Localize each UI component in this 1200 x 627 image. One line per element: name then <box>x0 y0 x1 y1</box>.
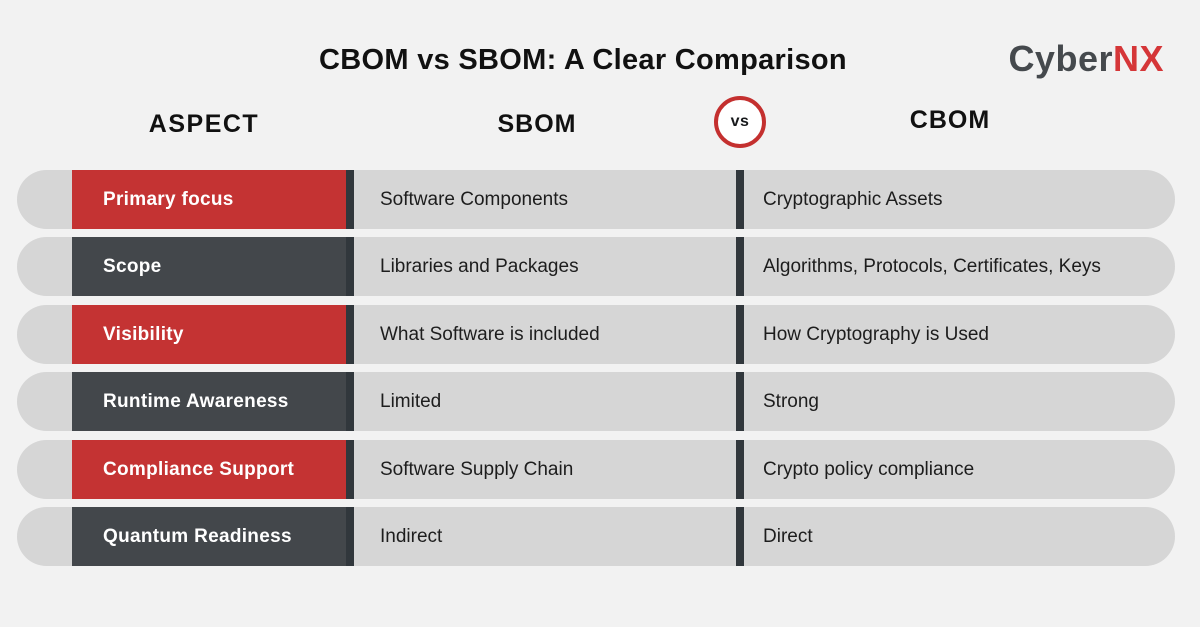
column-divider <box>346 305 354 364</box>
sbom-cell: Indirect <box>380 525 443 547</box>
table-row: Compliance Support Software Supply Chain C… <box>17 440 1175 499</box>
column-divider <box>736 237 744 296</box>
cbom-cell: Strong <box>763 390 819 412</box>
sbom-cell: Libraries and Packages <box>380 255 579 277</box>
column-divider <box>346 237 354 296</box>
aspect-cell: Primary focus <box>72 170 346 229</box>
sbom-cell: What Software is included <box>380 323 600 345</box>
column-divider <box>346 372 354 431</box>
table-row: Primary focus Software Components Cryptogr… <box>17 170 1175 229</box>
table-row: Runtime Awareness Limited Strong <box>17 372 1175 431</box>
brand-logo: CyberNX <box>1008 38 1164 80</box>
logo-text-nx: NX <box>1112 38 1164 79</box>
column-divider <box>736 440 744 499</box>
column-divider <box>736 507 744 566</box>
column-divider <box>736 305 744 364</box>
sbom-cell: Software Supply Chain <box>380 458 574 480</box>
column-divider <box>736 170 744 229</box>
aspect-cell: Scope <box>72 237 346 296</box>
aspect-cell: Quantum Readiness <box>72 507 346 566</box>
column-divider <box>736 372 744 431</box>
column-divider <box>346 440 354 499</box>
cbom-cell: Crypto policy compliance <box>763 458 975 480</box>
column-header-aspect: ASPECT <box>148 110 260 138</box>
column-header-cbom: CBOM <box>909 106 991 134</box>
aspect-cell: Compliance Support <box>72 440 346 499</box>
sbom-cell: Software Components <box>380 188 568 210</box>
table-row: Scope Libraries and Packages Algorithms, P… <box>17 237 1175 296</box>
aspect-cell: Runtime Awareness <box>72 372 346 431</box>
logo-text-cyber: Cyber <box>1008 38 1113 79</box>
cbom-cell: How Cryptography is Used <box>763 323 989 345</box>
table-row: Quantum Readiness Indirect Direct <box>17 507 1175 566</box>
column-header-sbom: SBOM <box>497 110 577 138</box>
vs-badge: vs <box>714 96 766 148</box>
page-title: CBOM vs SBOM: A Clear Comparison <box>319 44 847 76</box>
cbom-cell: Algorithms, Protocols, Certificates, Key… <box>763 255 1101 277</box>
table-row: Visibility What Software is included How C… <box>17 305 1175 364</box>
column-divider <box>346 170 354 229</box>
aspect-cell: Visibility <box>72 305 346 364</box>
cbom-cell: Cryptographic Assets <box>763 188 943 210</box>
column-divider <box>346 507 354 566</box>
vs-label: vs <box>730 113 750 130</box>
cbom-cell: Direct <box>763 525 813 547</box>
sbom-cell: Limited <box>380 390 442 412</box>
